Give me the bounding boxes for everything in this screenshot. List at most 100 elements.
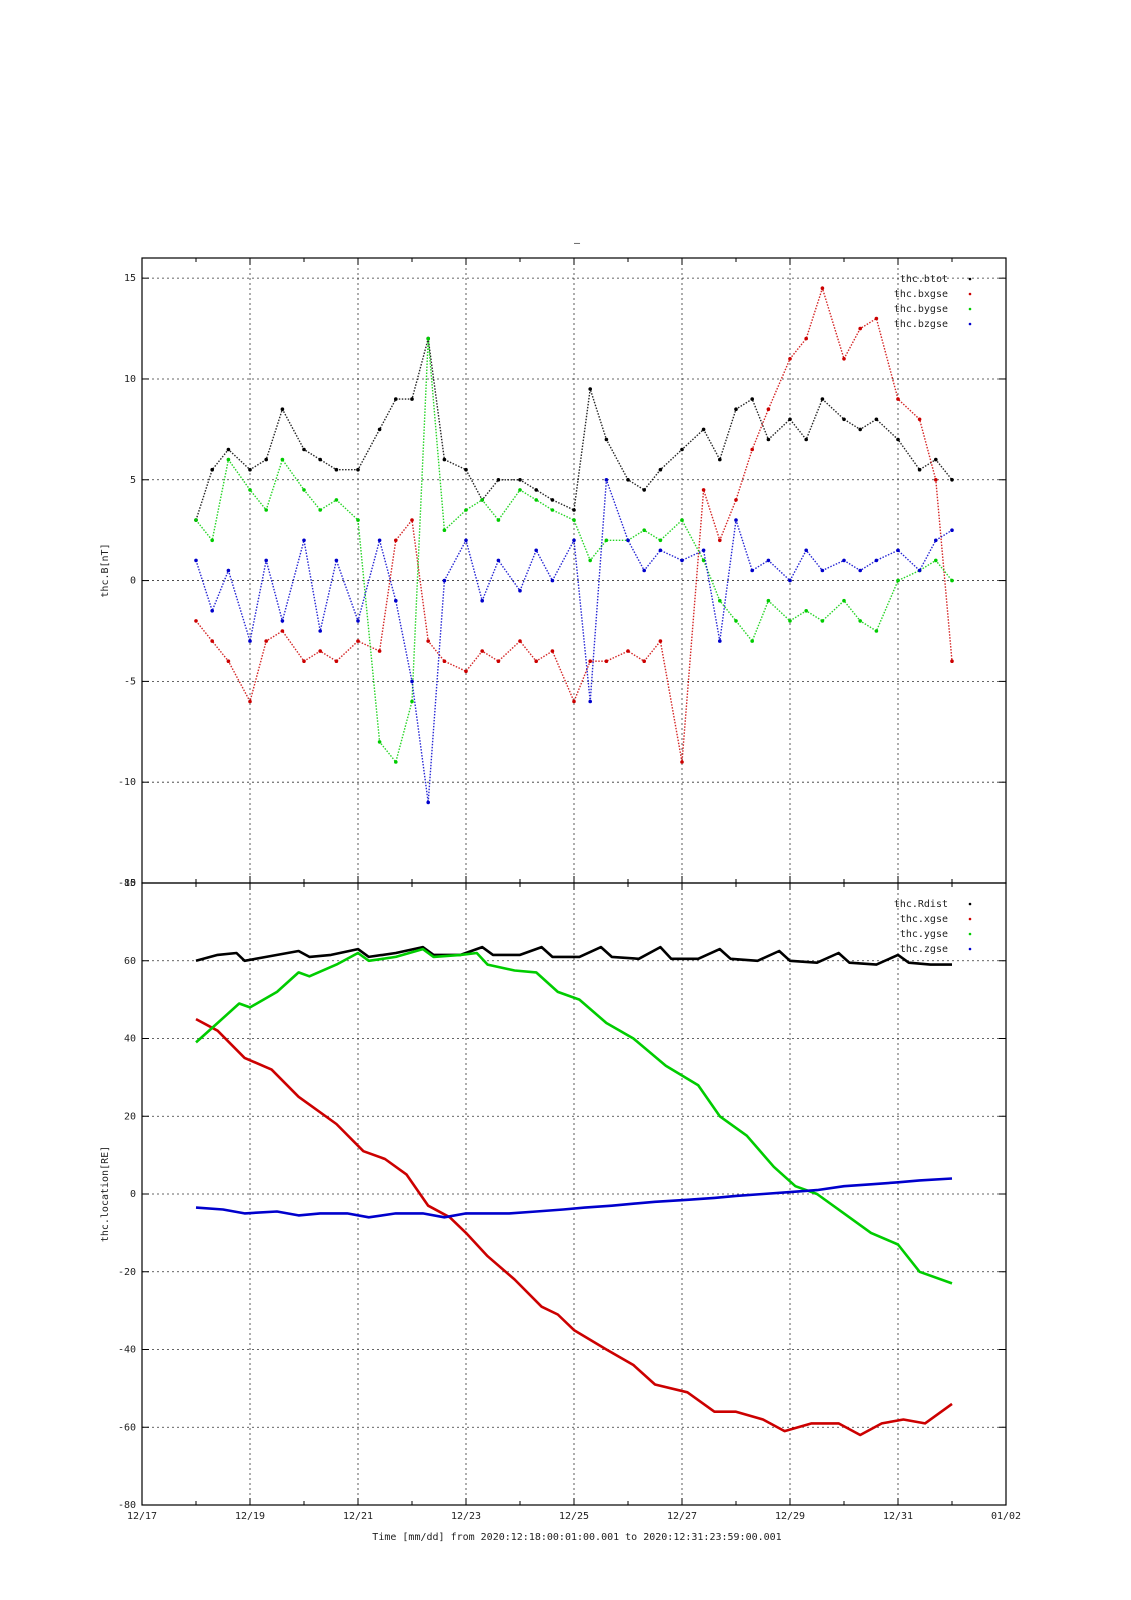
data-point [480, 598, 485, 603]
data-point [718, 538, 722, 543]
data-point [334, 558, 339, 563]
y-tick-label: 60 [124, 956, 136, 967]
data-point [734, 619, 738, 623]
data-point [788, 578, 792, 583]
data-point [264, 508, 269, 512]
y-tick-label: 10 [124, 374, 136, 385]
data-point [642, 659, 646, 663]
data-point [804, 437, 808, 442]
data-point [858, 326, 862, 331]
data-point [950, 578, 954, 583]
data-point [480, 498, 485, 502]
data-point [302, 447, 306, 452]
legend: thc.btot thc.bxgse thc.bygse thc.bzgse [894, 274, 972, 330]
data-point [550, 508, 555, 512]
data-point [302, 538, 306, 543]
legend-marker [968, 307, 972, 311]
data-point [604, 478, 609, 482]
legend-label: thc.btot [900, 274, 948, 285]
data-point [356, 467, 360, 472]
data-point [874, 417, 879, 422]
data-point [604, 437, 609, 442]
data-point [280, 407, 285, 412]
y-tick-label: -10 [118, 777, 136, 788]
data-point [210, 609, 214, 613]
data-point [302, 659, 306, 663]
data-point [518, 639, 522, 643]
series-thc-bygse [194, 336, 954, 764]
data-point [194, 518, 198, 522]
data-point [226, 568, 231, 573]
series-thc-zgse [195, 1177, 953, 1219]
data-point [334, 498, 339, 502]
data-point [518, 478, 522, 482]
data-point [750, 447, 754, 452]
data-point [426, 800, 431, 805]
data-point [934, 457, 938, 462]
data-point [194, 558, 198, 563]
data-point [626, 649, 630, 653]
data-point [842, 357, 846, 361]
data-point [534, 488, 538, 492]
legend-label: thc.bxgse [894, 289, 948, 300]
data-point [280, 619, 285, 623]
y-tick-label: 40 [124, 1034, 136, 1045]
data-point [680, 760, 684, 764]
data-point [701, 548, 706, 553]
data-point [464, 538, 468, 543]
data-point [766, 437, 771, 442]
magnetic-field-panel: -15 -10 -5 0 5 10 15 thc.B[nT] thc.btot thc.bxgse… [100, 257, 1007, 889]
data-point [534, 659, 538, 663]
data-point [410, 397, 414, 401]
series-thc-bxgse [194, 285, 954, 764]
data-point [820, 568, 825, 573]
data-point [550, 649, 555, 653]
data-point [518, 588, 522, 593]
data-point [788, 417, 792, 422]
data-point [896, 548, 900, 553]
data-point [210, 639, 214, 643]
data-point [718, 639, 722, 643]
data-point [356, 518, 360, 522]
legend-marker [968, 917, 972, 921]
legend-label: thc.bzgse [894, 319, 948, 330]
legend-label: thc.xgse [900, 914, 948, 925]
data-point [356, 619, 360, 623]
x-tick-label: 12/23 [451, 1511, 481, 1522]
data-point [718, 598, 722, 603]
y-tick-label: 20 [124, 1111, 136, 1122]
data-point [788, 357, 792, 361]
data-point [442, 528, 447, 532]
data-point [334, 467, 339, 472]
series-thc-Rdist [195, 945, 952, 966]
data-point [896, 578, 900, 583]
data-point [820, 397, 825, 401]
y-tick-label: -5 [124, 676, 136, 687]
data-point [588, 699, 592, 704]
data-point [804, 609, 808, 613]
data-point [750, 397, 754, 401]
data-point [377, 740, 382, 744]
y-axis-label: thc.B[nT] [100, 543, 111, 597]
data-point [874, 558, 879, 563]
data-point [572, 508, 576, 512]
data-point [496, 478, 501, 482]
data-point [226, 659, 231, 663]
data-point [226, 457, 231, 462]
data-point [377, 538, 382, 543]
legend-marker [968, 932, 972, 936]
time-axis-label: Time [mm/dd] from 2020:12:18:00:01:00.00… [372, 1532, 781, 1543]
data-point [496, 659, 501, 663]
data-point [842, 417, 846, 422]
data-point [194, 619, 198, 623]
data-point [318, 457, 323, 462]
data-point [394, 397, 398, 401]
data-point [248, 467, 252, 472]
data-point [356, 639, 360, 643]
x-tick-label: 12/19 [235, 1511, 265, 1522]
x-tick-label: 12/29 [775, 1511, 805, 1522]
data-point [410, 699, 414, 704]
data-point [658, 467, 663, 472]
data-point [896, 437, 900, 442]
legend-label: thc.zgse [900, 944, 948, 955]
